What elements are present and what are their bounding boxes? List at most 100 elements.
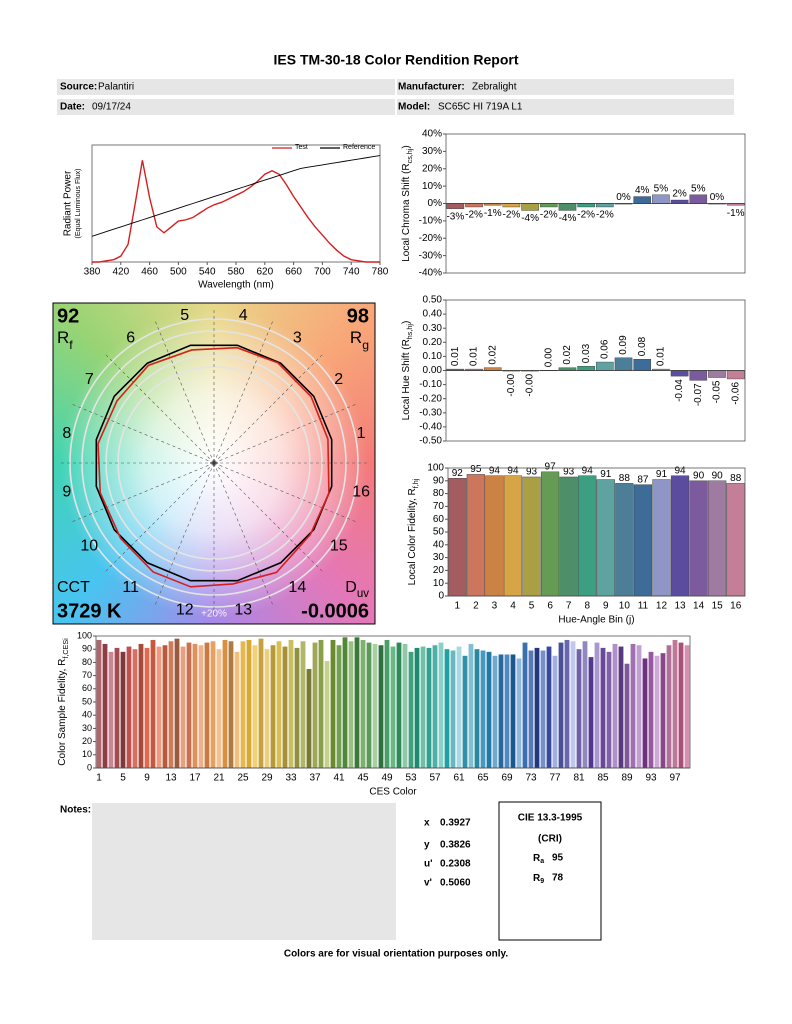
cri-ra-value: 95 bbox=[552, 853, 564, 864]
value-label: 94 bbox=[489, 465, 501, 476]
value-label: 5% bbox=[691, 183, 706, 194]
x-tick-label: 41 bbox=[333, 773, 345, 784]
field-value: Palantiri bbox=[98, 82, 134, 93]
value-label: 90 bbox=[693, 470, 705, 481]
chromaticity-label: u' bbox=[424, 859, 433, 870]
x-tick-label: 12 bbox=[656, 601, 668, 612]
value-label: -0.05 bbox=[712, 380, 723, 403]
bar bbox=[540, 471, 560, 597]
chromaticity-value: 0.5060 bbox=[440, 878, 471, 889]
bar bbox=[330, 639, 336, 768]
x-tick-label: 780 bbox=[372, 267, 389, 278]
text-part: Local Color Fidelity, R bbox=[407, 488, 418, 585]
x-tick-label: 5 bbox=[120, 773, 126, 784]
text-part: Local Chroma Shift (R bbox=[401, 163, 412, 261]
duv-symbol: Duv bbox=[345, 579, 369, 600]
bar bbox=[559, 476, 578, 597]
bar bbox=[366, 642, 372, 768]
x-tick-label: 33 bbox=[285, 773, 297, 784]
bar bbox=[468, 643, 474, 768]
bar bbox=[480, 650, 486, 768]
bar bbox=[384, 639, 390, 768]
value-label: 0.03 bbox=[581, 343, 592, 363]
bin-divider bbox=[154, 318, 215, 464]
bar bbox=[498, 654, 504, 768]
subscript: cs,hj bbox=[405, 148, 414, 163]
x-tick-label: 16 bbox=[730, 601, 742, 612]
value-label: -2% bbox=[465, 210, 483, 221]
bar bbox=[276, 641, 282, 768]
bar bbox=[689, 194, 708, 204]
bar bbox=[462, 655, 468, 768]
subscript: f bbox=[69, 338, 73, 352]
value-label: -0.00 bbox=[506, 373, 517, 396]
bar bbox=[426, 647, 432, 768]
bar bbox=[564, 639, 570, 768]
bar bbox=[234, 651, 240, 768]
x-axis-label: Hue-Angle Bin (j) bbox=[558, 615, 634, 626]
bin-divider bbox=[213, 462, 359, 523]
bar bbox=[240, 641, 246, 768]
bar bbox=[216, 649, 222, 768]
bar bbox=[577, 203, 595, 208]
bar bbox=[466, 474, 485, 597]
value-label: 0.00 bbox=[543, 347, 554, 367]
bin-divider bbox=[154, 462, 215, 608]
cri-ra: Ra bbox=[533, 853, 544, 866]
chromaticity-label: x bbox=[424, 818, 430, 829]
bar bbox=[552, 655, 558, 768]
bin-label: 16 bbox=[352, 483, 370, 500]
bar bbox=[648, 651, 654, 768]
x-tick-label: 2 bbox=[473, 601, 479, 612]
y-tick-label: 40% bbox=[422, 129, 442, 140]
field-label: Model: bbox=[398, 102, 430, 113]
bar bbox=[666, 645, 672, 768]
field-label: Manufacturer: bbox=[398, 82, 465, 93]
plot-frame bbox=[95, 635, 691, 769]
x-tick-label: 1 bbox=[455, 601, 461, 612]
x-tick-label: 9 bbox=[144, 773, 150, 784]
symbol: R bbox=[533, 853, 541, 864]
bar bbox=[726, 483, 745, 597]
bar bbox=[522, 642, 528, 768]
bar bbox=[539, 203, 558, 208]
plot-frame bbox=[445, 299, 746, 442]
bar bbox=[324, 661, 330, 768]
y-tick-label: -0.50 bbox=[419, 436, 442, 447]
y-tick-label: -0.30 bbox=[419, 407, 442, 418]
chromaticity-value: 0.2308 bbox=[440, 859, 471, 870]
bin-label: 9 bbox=[62, 483, 71, 500]
y-tick-label: 20% bbox=[422, 163, 442, 174]
y-tick-label: -40% bbox=[419, 268, 442, 279]
bar bbox=[614, 357, 633, 371]
bar bbox=[486, 651, 492, 768]
notes-label: Notes: bbox=[60, 805, 91, 816]
y-axis-label: Local Chroma Shift (Rcs,hj) bbox=[401, 145, 415, 262]
bar bbox=[120, 651, 126, 768]
x-tick-label: 700 bbox=[314, 267, 331, 278]
bin-divider bbox=[213, 318, 274, 464]
bar bbox=[522, 476, 541, 597]
x-tick-label: 1 bbox=[96, 773, 102, 784]
bar bbox=[578, 475, 597, 597]
value-label: 94 bbox=[674, 465, 686, 476]
bar bbox=[504, 654, 510, 768]
field-label: Date: bbox=[60, 102, 85, 113]
x-tick-label: 49 bbox=[381, 773, 393, 784]
bin-label: 7 bbox=[85, 371, 94, 388]
cct-value: 3729 K bbox=[57, 600, 122, 622]
field-value: 09/17/24 bbox=[92, 102, 131, 113]
value-label: -2% bbox=[577, 210, 595, 221]
bar bbox=[378, 645, 384, 768]
bin-divider bbox=[213, 462, 325, 574]
x-tick-label: 97 bbox=[669, 773, 681, 784]
bar bbox=[618, 646, 624, 768]
value-label: -2% bbox=[540, 210, 558, 221]
value-label: 88 bbox=[730, 473, 742, 484]
x-tick-label: 93 bbox=[645, 773, 657, 784]
y-tick-label: 80 bbox=[433, 488, 445, 499]
bar bbox=[612, 643, 618, 768]
x-tick-label: 17 bbox=[189, 773, 201, 784]
bar bbox=[288, 639, 294, 768]
